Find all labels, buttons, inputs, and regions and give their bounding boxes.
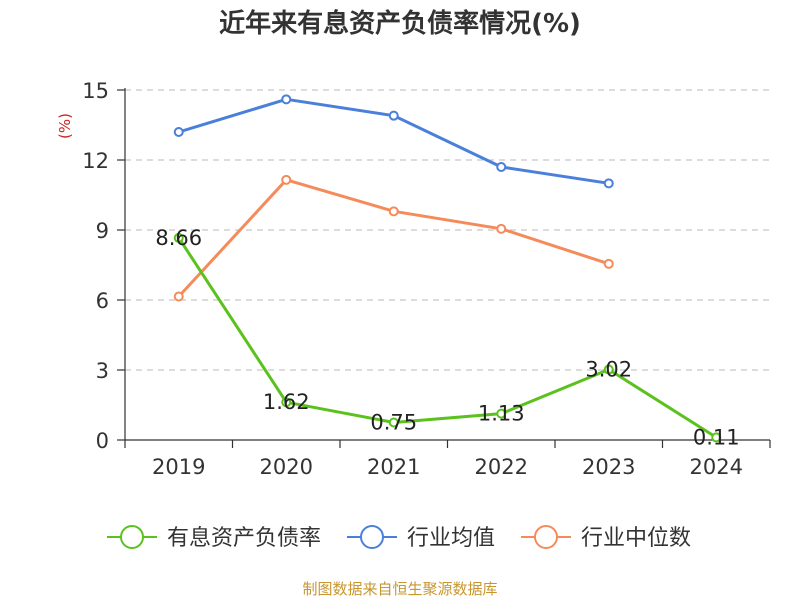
legend-label: 行业中位数 xyxy=(581,526,691,551)
data-point xyxy=(281,397,292,408)
data-point xyxy=(711,432,722,443)
x-tick-label: 2019 xyxy=(152,455,205,479)
data-labels: 8.66 1.62 0.75 1.13 3.02 0.11 xyxy=(155,226,739,449)
y-axis-label: (%) xyxy=(56,113,74,139)
axes: 0 3 6 9 12 15 2019 2020 2021 2022 2023 2024 xyxy=(82,79,771,479)
data-point xyxy=(173,232,184,243)
x-tick-label: 2021 xyxy=(367,455,420,479)
source-note: 制图数据来自恒生聚源数据库 xyxy=(302,580,498,598)
x-tick-label: 2023 xyxy=(582,455,635,479)
legend: 有息资产负债率 行业均值 行业中位数 xyxy=(107,525,691,551)
data-point xyxy=(173,291,184,302)
legend-marker xyxy=(120,525,144,549)
data-point xyxy=(603,364,614,375)
data-label: 0.11 xyxy=(693,425,740,449)
legend-label: 有息资产负债率 xyxy=(167,526,321,551)
data-point xyxy=(281,174,292,185)
y-tick-label: 15 xyxy=(82,79,109,103)
data-point xyxy=(496,408,507,419)
x-tick-label: 2024 xyxy=(690,455,743,479)
data-label: 0.75 xyxy=(370,411,417,435)
data-point xyxy=(388,206,399,217)
data-label: 1.62 xyxy=(263,390,310,414)
grid-lines xyxy=(125,89,770,371)
y-tick-label: 3 xyxy=(96,359,109,383)
data-point xyxy=(388,110,399,121)
x-tick-label: 2020 xyxy=(260,455,313,479)
data-label: 1.13 xyxy=(478,402,525,426)
data-point xyxy=(603,258,614,269)
data-point xyxy=(603,178,614,189)
legend-marker xyxy=(360,525,384,549)
legend-marker xyxy=(534,525,558,549)
series-line xyxy=(177,237,718,439)
data-label: 8.66 xyxy=(155,226,202,250)
data-point xyxy=(173,127,184,137)
data-point xyxy=(281,94,292,105)
x-tick-label: 2022 xyxy=(475,455,528,479)
series-group xyxy=(173,94,722,443)
data-point xyxy=(496,223,507,234)
y-tick-label: 12 xyxy=(82,149,109,173)
y-tick-label: 6 xyxy=(96,289,109,313)
y-tick-label: 9 xyxy=(96,219,109,243)
chart-title: 近年来有息资产负债率情况(%) xyxy=(219,9,581,39)
series-line xyxy=(177,178,610,298)
data-label: 3.02 xyxy=(585,358,632,382)
y-tick-label: 0 xyxy=(96,429,109,453)
data-point xyxy=(496,162,507,172)
data-point xyxy=(388,417,399,428)
legend-label: 行业均值 xyxy=(407,526,495,551)
